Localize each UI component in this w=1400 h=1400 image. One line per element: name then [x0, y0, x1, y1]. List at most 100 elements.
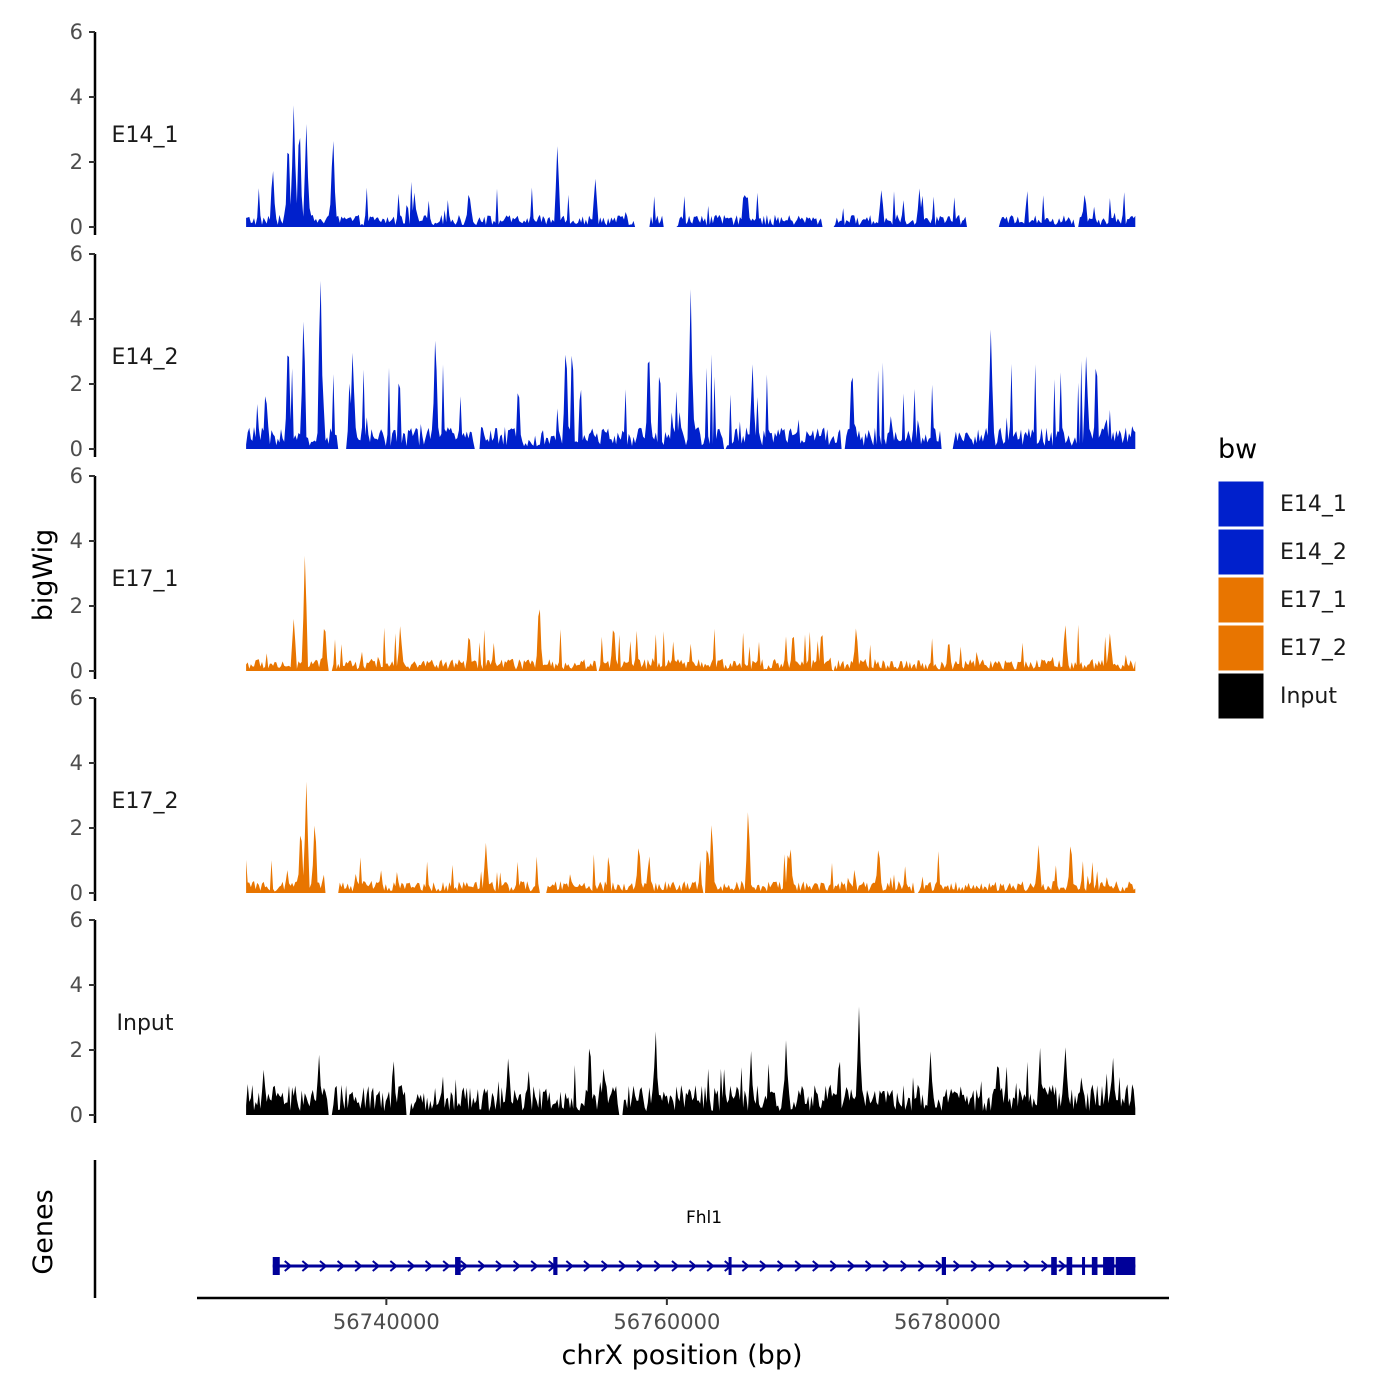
- strand-arrow-icon: [336, 1260, 346, 1272]
- strand-arrow-icon: [600, 1260, 610, 1272]
- gene-exon: [1115, 1257, 1136, 1275]
- legend: bw E14_1 E14_2 E17_1 E17_2 Input: [1217, 434, 1347, 720]
- track-label: E14_1: [112, 123, 179, 148]
- gene-exon: [1082, 1257, 1086, 1275]
- strand-arrow-icon: [952, 1260, 962, 1272]
- signal-area-E14_1: [246, 105, 1136, 227]
- gene-exon: [1103, 1257, 1115, 1275]
- y-tick-label: 6: [70, 242, 83, 266]
- y-tick-label: 2: [70, 594, 83, 618]
- legend-swatch-Input: [1217, 672, 1265, 720]
- track-Input: 0 2 4 6 Input: [70, 908, 1136, 1127]
- legend-label: Input: [1280, 684, 1337, 709]
- track-E14_1: 0 2 4 6 E14_1: [70, 20, 1136, 239]
- gene-panel: Fhl1: [93, 1160, 1136, 1298]
- y-tick-label: 0: [70, 437, 83, 461]
- signal-area-E17_1: [246, 555, 1136, 671]
- x-tick-label: 56740000: [333, 1310, 440, 1334]
- y-tick-label: 0: [70, 659, 83, 683]
- strand-arrow-icon: [618, 1260, 627, 1272]
- strand-arrow-icon: [829, 1260, 838, 1272]
- y-tick-label: 6: [70, 464, 83, 488]
- gene-exon: [553, 1257, 558, 1275]
- strand-arrow-icon: [583, 1260, 592, 1272]
- strand-arrow-icon: [1023, 1260, 1032, 1272]
- legend-label: E17_2: [1280, 636, 1347, 661]
- strand-arrow-icon: [847, 1260, 856, 1272]
- signal-area-Input: [246, 1006, 1136, 1115]
- strand-arrow-icon: [706, 1260, 715, 1272]
- strand-arrow-icon: [759, 1260, 768, 1272]
- y-tick-label: 4: [70, 529, 83, 553]
- y-tick-label: 2: [70, 372, 83, 396]
- gene-name-label: Fhl1: [686, 1208, 722, 1228]
- x-axis: 56740000 56760000 56780000: [197, 1296, 1169, 1334]
- y-tick-label: 0: [70, 1103, 83, 1127]
- strand-arrow-icon: [1058, 1260, 1067, 1272]
- y-tick-label: 4: [70, 751, 83, 775]
- track-label: E17_1: [112, 567, 179, 592]
- strand-arrow-icon: [424, 1260, 434, 1272]
- strand-arrow-icon: [864, 1260, 874, 1272]
- y-tick-label: 0: [70, 215, 83, 239]
- y-tick-label: 4: [70, 307, 83, 331]
- track-label: E14_2: [112, 345, 179, 370]
- gene-exon: [941, 1257, 946, 1275]
- strand-arrow-icon: [812, 1260, 821, 1272]
- strand-arrow-icon: [460, 1260, 469, 1272]
- track-label: Input: [117, 1011, 174, 1036]
- strand-arrow-icon: [512, 1260, 522, 1272]
- track-E14_2: 0 2 4 6 E14_2: [70, 242, 1136, 461]
- gene-exon: [1066, 1257, 1073, 1275]
- strand-arrow-icon: [653, 1260, 662, 1272]
- track-panels: 0 2 4 6 E14_1 0 2 4 6 E14_2 0 2 4 6 E17_1 0 2 4 6 E17_2 0 2 4 6…: [70, 20, 1136, 1127]
- signal-area-E14_2: [246, 280, 1136, 449]
- strand-arrow-icon: [671, 1260, 680, 1272]
- gene-exon: [455, 1257, 461, 1275]
- gene-Fhl1: Fhl1: [272, 1208, 1136, 1275]
- y-tick-label: 4: [70, 85, 83, 109]
- y-tick-label: 2: [70, 816, 83, 840]
- legend-label: E17_1: [1280, 588, 1347, 613]
- strand-arrow-icon: [794, 1260, 803, 1272]
- strand-arrow-icon: [970, 1260, 979, 1272]
- strand-arrow-icon: [565, 1260, 574, 1272]
- track-label: E17_2: [112, 789, 179, 814]
- legend-label: E14_1: [1280, 492, 1347, 517]
- gene-exon: [728, 1257, 732, 1275]
- strand-arrow-icon: [372, 1260, 381, 1272]
- signal-area-E17_2: [246, 781, 1136, 893]
- gene-exon: [1051, 1257, 1057, 1275]
- legend-label: E14_2: [1280, 540, 1347, 565]
- strand-arrow-icon: [776, 1260, 786, 1272]
- x-tick-label: 56760000: [613, 1310, 720, 1334]
- strand-arrow-icon: [354, 1260, 363, 1272]
- x-axis-title: chrX position (bp): [561, 1340, 802, 1371]
- y-tick-label: 4: [70, 973, 83, 997]
- strand-arrow-icon: [741, 1260, 750, 1272]
- strand-arrow-icon: [389, 1260, 398, 1272]
- strand-arrow-icon: [917, 1260, 926, 1272]
- y-tick-label: 2: [70, 1038, 83, 1062]
- strand-arrow-icon: [688, 1260, 698, 1272]
- strand-arrow-icon: [442, 1260, 451, 1272]
- strand-arrow-icon: [882, 1260, 891, 1272]
- strand-arrow-icon: [1040, 1260, 1050, 1272]
- strand-arrow-icon: [477, 1260, 486, 1272]
- y-tick-label: 2: [70, 150, 83, 174]
- legend-swatch-E14_1: [1217, 480, 1265, 528]
- strand-arrow-icon: [636, 1260, 645, 1272]
- y-tick-label: 0: [70, 881, 83, 905]
- legend-title: bw: [1218, 434, 1257, 465]
- strand-arrow-icon: [900, 1260, 909, 1272]
- strand-arrow-icon: [319, 1260, 328, 1272]
- strand-arrow-icon: [1005, 1260, 1014, 1272]
- legend-swatch-E17_1: [1217, 576, 1265, 624]
- strand-arrow-icon: [988, 1260, 997, 1272]
- strand-arrow-icon: [530, 1260, 539, 1272]
- strand-arrow-icon: [301, 1260, 310, 1272]
- strand-arrow-icon: [284, 1260, 293, 1272]
- x-tick-label: 56780000: [894, 1310, 1001, 1334]
- track-E17_1: 0 2 4 6 E17_1: [70, 464, 1136, 683]
